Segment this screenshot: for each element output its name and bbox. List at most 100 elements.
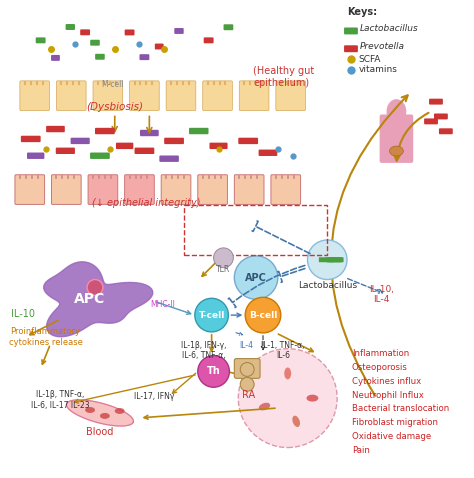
FancyBboxPatch shape	[52, 175, 81, 205]
Ellipse shape	[85, 407, 95, 413]
FancyBboxPatch shape	[20, 81, 49, 110]
FancyBboxPatch shape	[203, 81, 232, 110]
Circle shape	[238, 349, 337, 447]
Text: IL-1β, IFN-γ,
IL-6, TNF-α,: IL-1β, IFN-γ, IL-6, TNF-α,	[181, 341, 227, 360]
FancyBboxPatch shape	[90, 40, 100, 46]
FancyBboxPatch shape	[166, 81, 196, 110]
Text: Keys:: Keys:	[347, 7, 377, 17]
FancyBboxPatch shape	[88, 175, 118, 205]
Ellipse shape	[115, 408, 125, 414]
Text: Lactobacillus: Lactobacillus	[360, 24, 419, 33]
Ellipse shape	[292, 416, 300, 427]
Circle shape	[245, 297, 281, 333]
FancyBboxPatch shape	[21, 136, 41, 142]
Text: IL-1, TNF-α,
IL-6: IL-1, TNF-α, IL-6	[261, 341, 304, 360]
Text: (Healthy gut
epithelium): (Healthy gut epithelium)	[253, 66, 314, 88]
Circle shape	[234, 256, 278, 299]
Text: M-cell: M-cell	[101, 80, 124, 89]
FancyBboxPatch shape	[234, 175, 264, 205]
Text: IL-4: IL-4	[239, 341, 253, 350]
Text: (↓ epithelial integrity): (↓ epithelial integrity)	[92, 198, 201, 208]
Text: Cytokines influx: Cytokines influx	[352, 377, 421, 386]
FancyBboxPatch shape	[129, 81, 159, 110]
FancyBboxPatch shape	[159, 155, 179, 162]
FancyBboxPatch shape	[344, 28, 358, 34]
Text: vitamins: vitamins	[359, 65, 398, 75]
Text: Pain: Pain	[352, 446, 370, 455]
FancyBboxPatch shape	[125, 175, 155, 205]
FancyBboxPatch shape	[125, 30, 135, 35]
Text: Lactobacillus: Lactobacillus	[298, 281, 357, 290]
Text: IL-17, IFNγ: IL-17, IFNγ	[134, 391, 174, 401]
FancyBboxPatch shape	[56, 148, 75, 154]
Text: Inflammation: Inflammation	[352, 349, 409, 358]
Text: Oxidative damage: Oxidative damage	[352, 432, 431, 441]
Circle shape	[195, 298, 228, 332]
Text: Prevotella: Prevotella	[360, 42, 405, 51]
FancyBboxPatch shape	[429, 98, 443, 105]
Ellipse shape	[390, 146, 403, 156]
FancyBboxPatch shape	[319, 257, 334, 262]
FancyBboxPatch shape	[276, 81, 306, 110]
FancyBboxPatch shape	[439, 128, 453, 134]
FancyBboxPatch shape	[174, 28, 184, 34]
Text: Th: Th	[207, 367, 220, 377]
FancyBboxPatch shape	[344, 45, 358, 52]
Ellipse shape	[307, 395, 319, 402]
Circle shape	[308, 240, 347, 280]
FancyBboxPatch shape	[329, 257, 344, 262]
FancyBboxPatch shape	[204, 37, 214, 43]
Ellipse shape	[386, 99, 406, 124]
FancyBboxPatch shape	[15, 175, 45, 205]
FancyBboxPatch shape	[36, 37, 46, 43]
Text: RA: RA	[242, 390, 255, 400]
Text: Bacterial translocation: Bacterial translocation	[352, 404, 449, 413]
Circle shape	[240, 362, 254, 376]
Text: Proinflammatory
cytokines release: Proinflammatory cytokines release	[9, 327, 82, 347]
Circle shape	[240, 377, 254, 391]
FancyBboxPatch shape	[434, 113, 448, 120]
FancyBboxPatch shape	[140, 130, 159, 136]
Circle shape	[87, 280, 103, 295]
FancyBboxPatch shape	[46, 126, 65, 132]
FancyBboxPatch shape	[93, 81, 123, 110]
FancyBboxPatch shape	[95, 128, 115, 134]
Text: B-cell: B-cell	[249, 311, 277, 320]
Text: Neutrophil Influx: Neutrophil Influx	[352, 391, 424, 400]
FancyBboxPatch shape	[234, 358, 260, 379]
Ellipse shape	[284, 368, 291, 380]
FancyBboxPatch shape	[326, 257, 341, 262]
FancyBboxPatch shape	[189, 128, 209, 134]
Text: T-cell: T-cell	[199, 311, 225, 320]
Text: Blood: Blood	[86, 427, 114, 437]
FancyBboxPatch shape	[51, 55, 60, 61]
Text: IL-10: IL-10	[11, 309, 35, 319]
FancyBboxPatch shape	[139, 54, 149, 60]
FancyBboxPatch shape	[27, 152, 45, 159]
FancyBboxPatch shape	[155, 43, 164, 50]
FancyBboxPatch shape	[271, 175, 301, 205]
Ellipse shape	[100, 413, 110, 419]
Text: APC: APC	[74, 292, 106, 306]
Text: APC: APC	[245, 272, 267, 282]
FancyBboxPatch shape	[424, 119, 438, 124]
FancyBboxPatch shape	[380, 114, 413, 163]
FancyBboxPatch shape	[210, 142, 228, 149]
Polygon shape	[66, 400, 133, 426]
Text: TLR: TLR	[216, 265, 230, 273]
FancyBboxPatch shape	[239, 81, 269, 110]
FancyBboxPatch shape	[224, 24, 233, 30]
Circle shape	[198, 356, 229, 387]
FancyBboxPatch shape	[71, 138, 90, 144]
Text: IL-1β, TNF-α,
IL-6, IL-17 IL-23: IL-1β, TNF-α, IL-6, IL-17 IL-23	[31, 391, 90, 410]
FancyBboxPatch shape	[328, 257, 342, 262]
FancyBboxPatch shape	[135, 148, 155, 154]
FancyBboxPatch shape	[90, 152, 110, 159]
FancyBboxPatch shape	[198, 175, 228, 205]
FancyBboxPatch shape	[80, 29, 90, 35]
FancyBboxPatch shape	[164, 138, 184, 144]
FancyBboxPatch shape	[65, 24, 75, 30]
FancyBboxPatch shape	[116, 142, 133, 149]
FancyBboxPatch shape	[238, 138, 258, 144]
Text: (Dysbiosis): (Dysbiosis)	[86, 101, 143, 111]
